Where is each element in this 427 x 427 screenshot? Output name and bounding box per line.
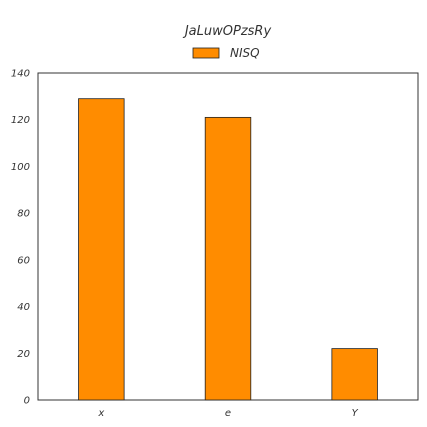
legend-swatch: [192, 47, 220, 59]
bar: [204, 116, 252, 401]
bars-group: [78, 98, 378, 401]
x-tick-label: Y: [352, 408, 359, 419]
bar: [78, 98, 125, 401]
y-tick-label: 60: [17, 255, 30, 266]
legend-label: NISQ: [230, 46, 260, 60]
y-tick-label: 80: [17, 209, 30, 220]
y-tick-label: 40: [17, 302, 30, 313]
x-tick-label: x: [97, 408, 104, 419]
y-tick-label: 100: [11, 162, 30, 173]
x-tick-label: e: [225, 408, 231, 419]
chart-title: JaLuwOPzsRy: [182, 24, 272, 39]
bar: [331, 348, 378, 401]
y-tick-label: 120: [11, 115, 30, 126]
y-axis: 0 20 40 60 80 100 120 140: [11, 69, 30, 407]
y-tick-label: 140: [11, 69, 30, 80]
y-tick-label: 20: [17, 349, 30, 360]
legend: NISQ: [192, 46, 260, 60]
y-tick-label: 0: [24, 396, 30, 407]
